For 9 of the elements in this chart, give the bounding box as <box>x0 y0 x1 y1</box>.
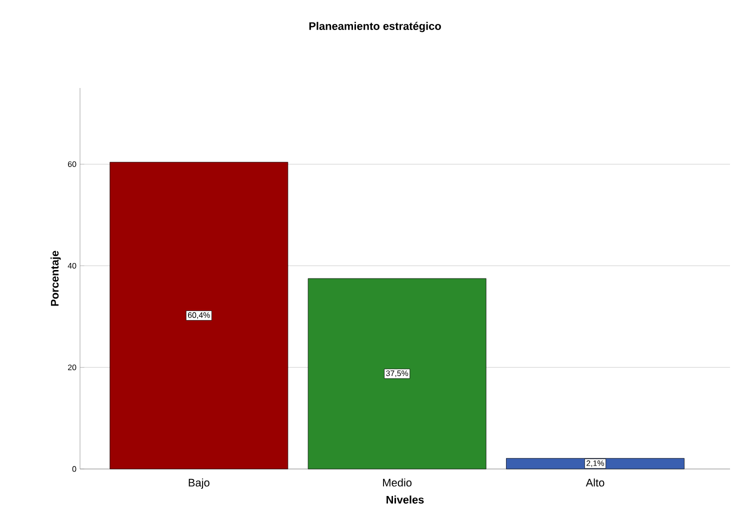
x-tick-label: Bajo <box>188 478 210 489</box>
x-tick-label: Alto <box>586 478 604 487</box>
x-axis-title: Niveles <box>386 496 424 504</box>
bar <box>110 162 288 470</box>
y-axis-title: Porcentaje <box>50 250 61 306</box>
chart-title: Planeamiento estratégico <box>309 22 441 32</box>
bar <box>506 458 684 470</box>
x-tick-label: Medio <box>383 478 412 487</box>
bar <box>308 278 486 470</box>
